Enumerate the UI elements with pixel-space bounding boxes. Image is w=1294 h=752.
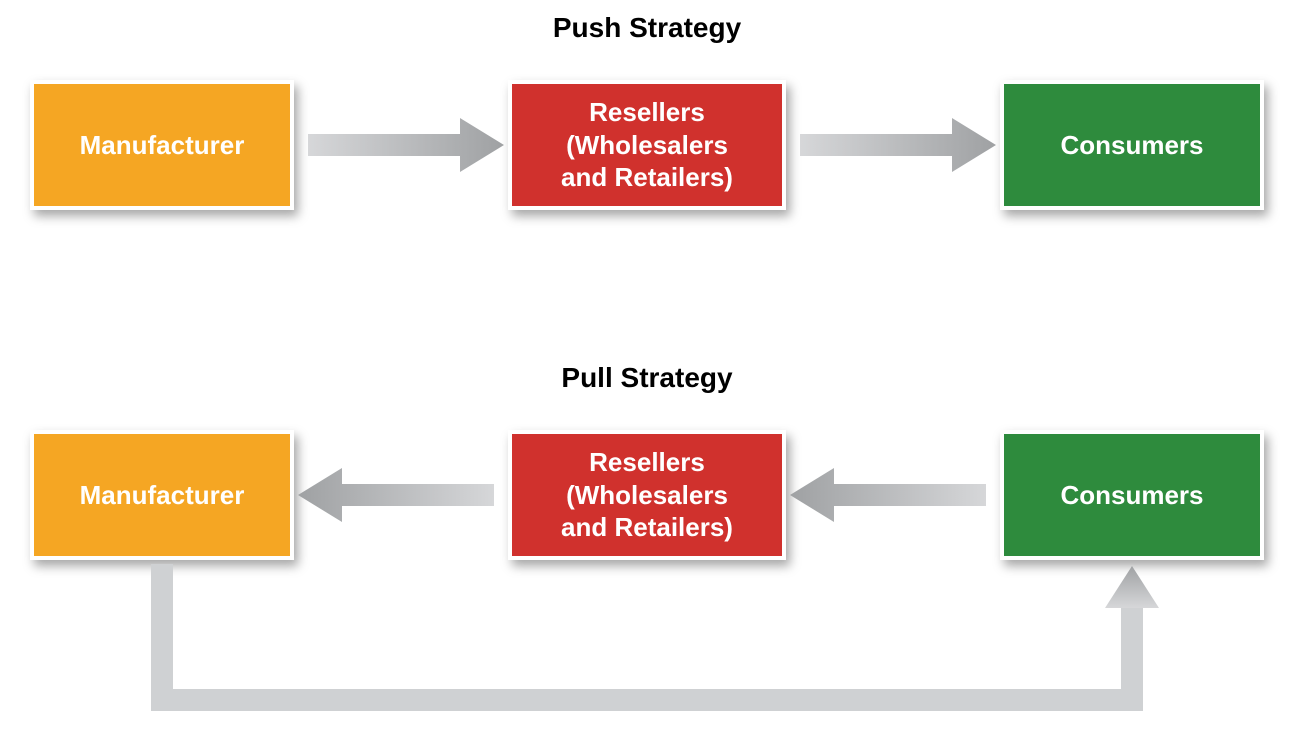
push-manufacturer-box: Manufacturer [30,80,294,210]
pull-feedback-arrow [151,564,1159,711]
pull-consumers-box: Consumers [1000,430,1264,560]
push-resellers-box: Resellers(Wholesalersand Retailers) [508,80,786,210]
push-consumers-box: Consumers [1000,80,1264,210]
push-consumers-label: Consumers [1060,129,1203,162]
pull-resellers-label: Resellers(Wholesalersand Retailers) [561,446,733,544]
push-title: Push Strategy [0,12,1294,44]
pull-manufacturer-box: Manufacturer [30,430,294,560]
pull-manufacturer-label: Manufacturer [80,479,245,512]
push-manufacturer-label: Manufacturer [80,129,245,162]
pull-arrow-2 [790,468,986,522]
pull-consumers-label: Consumers [1060,479,1203,512]
pull-title: Pull Strategy [0,362,1294,394]
push-arrow-1 [308,118,504,172]
push-arrow-2 [800,118,996,172]
push-resellers-label: Resellers(Wholesalersand Retailers) [561,96,733,194]
pull-resellers-box: Resellers(Wholesalersand Retailers) [508,430,786,560]
pull-arrow-1 [298,468,494,522]
